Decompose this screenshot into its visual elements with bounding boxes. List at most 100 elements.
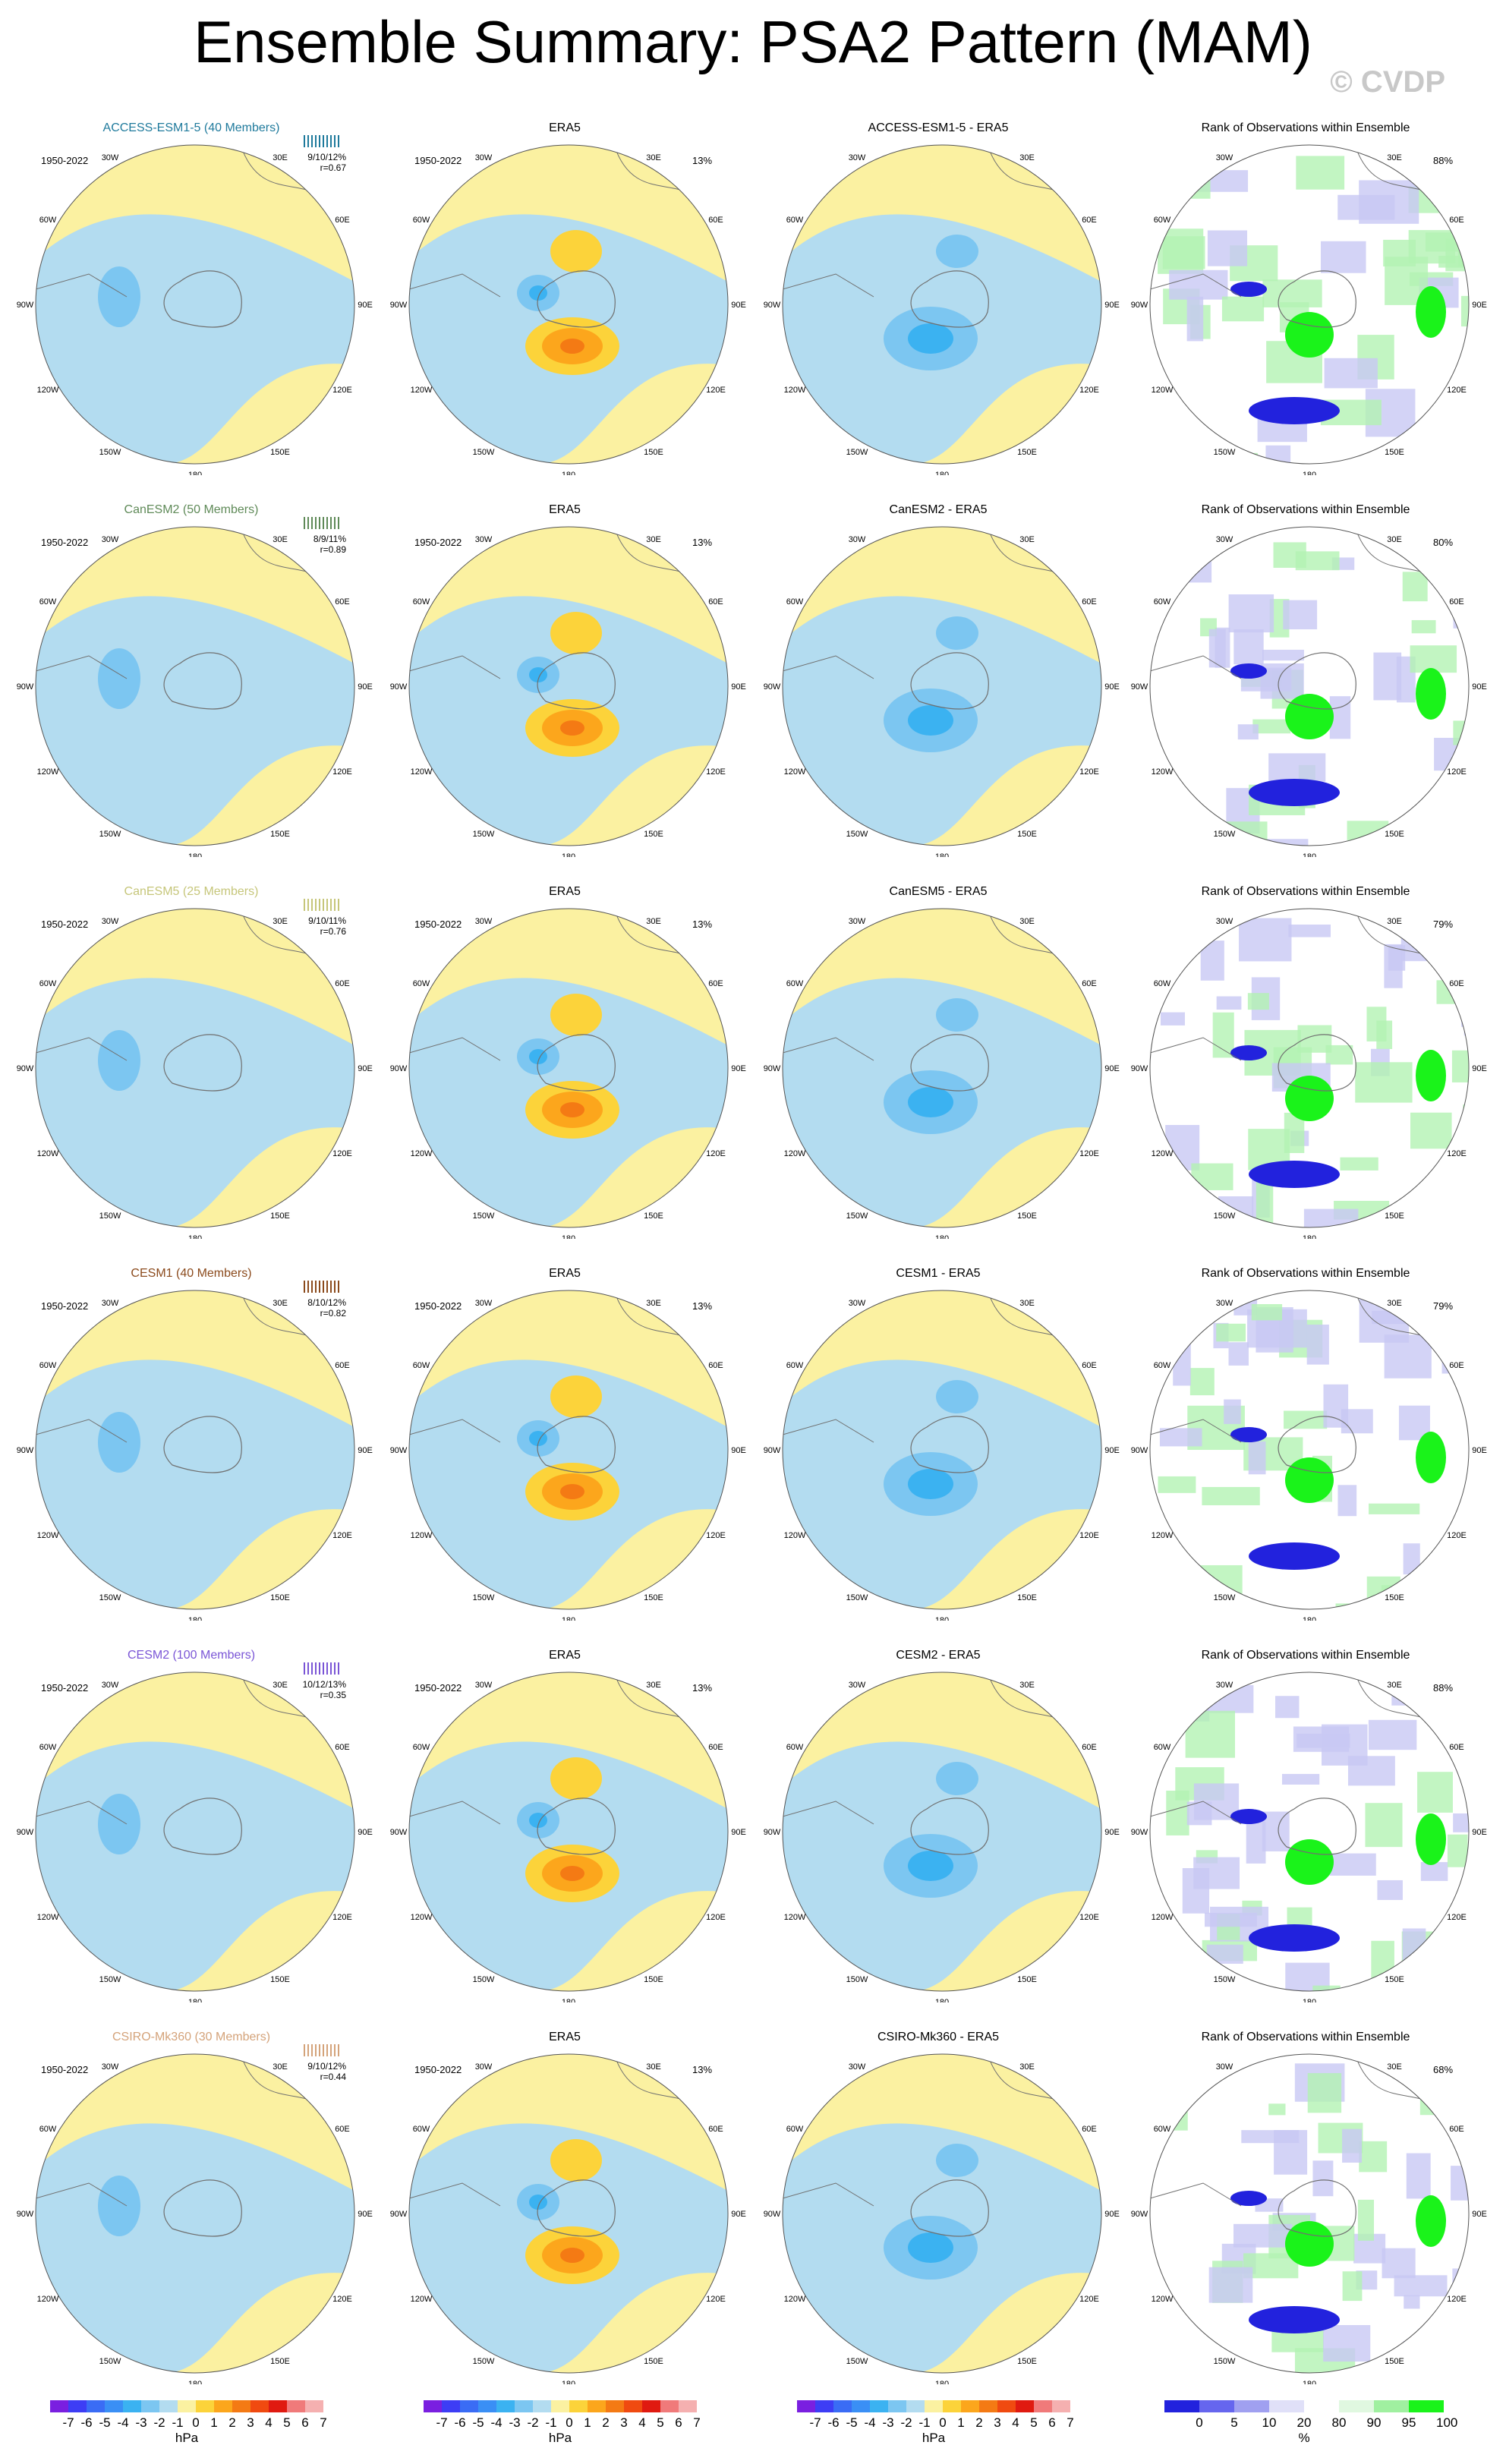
lon-label: 120W <box>1152 1531 1174 1540</box>
lon-label: 90W <box>17 1064 34 1073</box>
lon-label: 90W <box>764 301 781 310</box>
lon-label: 90W <box>390 2210 408 2219</box>
lon-label: 120E <box>706 1149 726 1158</box>
lon-label: 120W <box>784 1913 806 1922</box>
page-title: Ensemble Summary: PSA2 Pattern (MAM) <box>194 8 1312 75</box>
lon-label: 120E <box>1079 2295 1099 2304</box>
lon-label: 180 <box>935 1234 949 1239</box>
lon-label: 120E <box>1079 1149 1099 1158</box>
colorbar-swatch <box>1269 2400 1304 2412</box>
lon-label: 30W <box>475 535 493 544</box>
lon-label: 120W <box>784 1149 806 1158</box>
lon-label: 90E <box>358 682 373 692</box>
map-field <box>1150 1290 1469 1609</box>
colorbar-swatch <box>1304 2400 1339 2412</box>
lon-label: 60W <box>786 597 804 607</box>
lon-label: 150W <box>99 1593 121 1602</box>
colorbar-tick-label: 0 <box>1196 2415 1203 2430</box>
lon-label: 60E <box>708 2125 723 2134</box>
copyright-label: © CVDP <box>1330 65 1445 99</box>
lon-label: 120W <box>37 767 59 777</box>
colorbar-swatch <box>460 2400 478 2412</box>
member-stats: 10/12/13% r=0.35 <box>285 1679 346 1700</box>
colorbar-tick-label: 2 <box>602 2415 610 2430</box>
lon-label: 150E <box>1385 1593 1404 1602</box>
colorbar-tick-label: -1 <box>545 2415 557 2430</box>
map-boundary <box>408 526 729 846</box>
lon-label: 90E <box>358 1064 373 1073</box>
lon-label: 150E <box>644 830 663 839</box>
colorbar-swatch <box>815 2400 833 2412</box>
polar-map: 030E60E90E120E150E180150W120W90W60W30W <box>1131 1672 1487 2002</box>
panel-rank-1: Rank of Observations within Ensemble88%0… <box>1117 121 1494 503</box>
map-field <box>409 1290 728 1609</box>
lon-label: 60W <box>1154 597 1171 607</box>
panel-obs-6: ERA51950-202213%030E60E90E120E150E180150… <box>376 2031 753 2412</box>
lon-label: 150E <box>270 1593 290 1602</box>
colorbar-tick-label: 4 <box>1012 2415 1019 2430</box>
obs-pct: 13% <box>692 537 713 548</box>
lon-label: 30W <box>102 1681 119 1690</box>
lon-label: 150W <box>846 1593 868 1602</box>
rank-pct: 88% <box>1433 1682 1454 1694</box>
polar-map: 030E60E90E120E150E180150W120W90W60W30W <box>17 2053 373 2384</box>
lon-label: 150W <box>1214 2357 1236 2366</box>
map-field <box>783 2054 1101 2373</box>
lon-label: 60W <box>39 1361 57 1370</box>
lon-label: 150E <box>270 1212 290 1221</box>
lon-label: 30W <box>849 535 866 544</box>
colorbar-tick-label: -6 <box>827 2415 840 2430</box>
member-spread-bars <box>301 515 343 531</box>
lon-label: 150W <box>1214 1593 1236 1602</box>
lon-label: 90E <box>1472 682 1487 692</box>
panel-obs-4: ERA51950-202213%030E60E90E120E150E180150… <box>376 1267 753 1649</box>
colorbar-tick-label: 95 <box>1401 2415 1416 2430</box>
map-field <box>783 909 1101 1227</box>
lon-label: 90E <box>731 1064 746 1073</box>
lon-label: 150E <box>644 1975 663 1984</box>
lon-label: 150E <box>1385 830 1404 839</box>
colorbar-swatch <box>1016 2400 1034 2412</box>
lon-label: 90E <box>731 682 746 692</box>
colorbar-tick-label: -6 <box>80 2415 93 2430</box>
lon-label: 60W <box>39 597 57 607</box>
colorbar-swatch <box>478 2400 496 2412</box>
colorbar-swatch <box>68 2400 87 2412</box>
colorbar-tick-label: -5 <box>472 2415 484 2430</box>
lon-label: 60W <box>786 979 804 988</box>
polar-map: 030E60E90E120E150E180150W120W90W60W30W <box>390 2053 746 2384</box>
map-boundary <box>1149 1290 1470 1610</box>
lon-label: 120W <box>411 1531 433 1540</box>
lon-label: 120E <box>1079 1531 1099 1540</box>
panel-obs-1: ERA51950-202213%030E60E90E120E150E180150… <box>376 121 753 503</box>
lon-label: 150E <box>644 448 663 457</box>
lon-label: 120W <box>1152 2295 1174 2304</box>
colorbar-swatch <box>123 2400 141 2412</box>
lon-label: 150W <box>99 2357 121 2366</box>
map-boundary <box>35 2053 355 2374</box>
colorbar-tick-label: 10 <box>1262 2415 1277 2430</box>
colorbar-swatch <box>642 2400 660 2412</box>
panel-rank-2: Rank of Observations within Ensemble80%0… <box>1117 503 1494 885</box>
lon-label: 120E <box>706 386 726 395</box>
member-spread-bars <box>301 897 343 912</box>
colorbar-tick-label: -5 <box>846 2415 858 2430</box>
lon-label: 120W <box>37 1531 59 1540</box>
panel-title: CESM1 - ERA5 <box>896 1267 981 1280</box>
lon-label: 90E <box>1104 2210 1120 2219</box>
panel-title: CanESM2 (50 Members) <box>124 503 259 516</box>
lon-label: 150E <box>1017 448 1037 457</box>
rank-pct: 88% <box>1433 155 1454 166</box>
lon-label: 150W <box>473 448 495 457</box>
member-spread-bars <box>301 134 343 149</box>
pct-variance: 9/10/11% <box>308 915 346 926</box>
polar-map: 030E60E90E120E150E180150W120W90W60W30W <box>764 1672 1120 2002</box>
lon-label: 60W <box>413 979 430 988</box>
colorbar-swatch <box>997 2400 1016 2412</box>
colorbar-swatch <box>888 2400 906 2412</box>
colorbar-tick-label: 4 <box>638 2415 646 2430</box>
period-label: 1950-2022 <box>41 1300 89 1312</box>
polar-map: 030E60E90E120E150E180150W120W90W60W30W <box>1131 1290 1487 1621</box>
map-field <box>409 1672 728 1991</box>
lon-label: 60E <box>335 216 350 225</box>
